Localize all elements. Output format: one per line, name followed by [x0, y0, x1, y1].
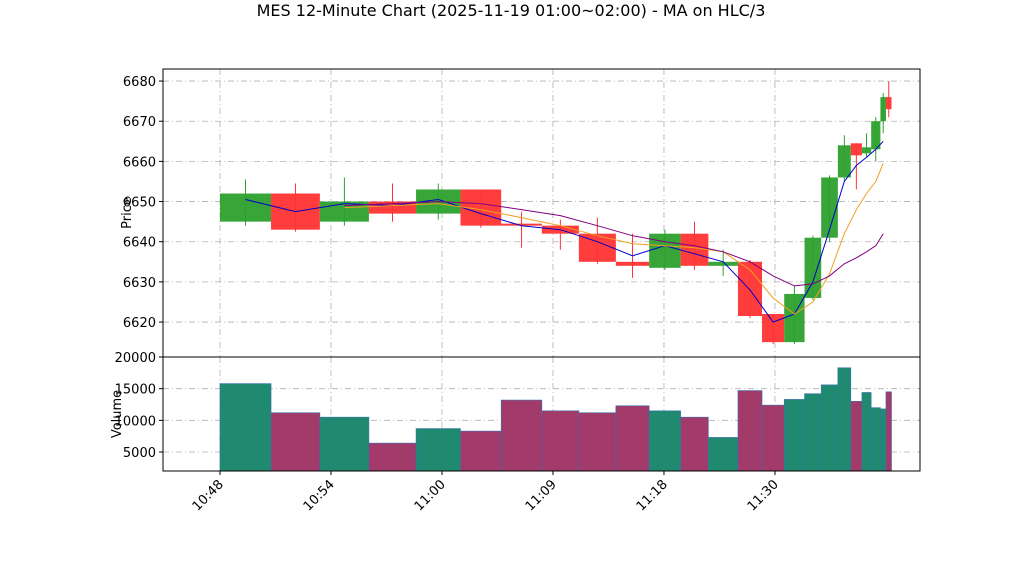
- volume-bar: [415, 428, 461, 472]
- volume-bar: [804, 393, 822, 472]
- candle-body: [762, 314, 785, 343]
- candle-body: [501, 223, 542, 226]
- candle-body: [708, 261, 738, 266]
- volume-bar: [541, 410, 580, 472]
- volume-bar: [680, 416, 709, 472]
- y-tick-label: 6640: [123, 236, 156, 251]
- chart-title: MES 12-Minute Chart (2025-11-19 01:00~02…: [257, 1, 766, 20]
- volume-bar: [783, 399, 805, 472]
- candle-body: [649, 233, 681, 268]
- y-tick-label: 6680: [123, 75, 156, 90]
- volume-bar: [737, 390, 763, 472]
- candle-body: [837, 145, 851, 178]
- candle-body: [861, 147, 872, 154]
- candle-body: [880, 97, 886, 122]
- volume-bar: [219, 383, 272, 472]
- y-tick-label: 6630: [123, 276, 156, 291]
- volume-bar: [761, 404, 785, 472]
- x-tick-label: 11:00: [412, 477, 449, 514]
- candle-body: [615, 261, 650, 266]
- volume-tick-label: 5000: [123, 446, 156, 461]
- y-axis-label: Price: [120, 197, 135, 229]
- volume-bar: [578, 412, 617, 472]
- volume-bar: [850, 401, 863, 472]
- volume-frame: [162, 356, 921, 472]
- volume-axis-label: Volume: [110, 390, 125, 438]
- candle-body: [850, 143, 862, 156]
- volume-bar: [500, 399, 543, 472]
- y-tick-label: 6620: [123, 316, 156, 331]
- x-tick-label: 11:18: [634, 477, 671, 514]
- volume-tick-label: 15000: [115, 383, 156, 398]
- candle-body: [885, 97, 892, 110]
- volume-bar: [870, 407, 881, 472]
- ma-line: [344, 201, 884, 287]
- x-tick-label: 11:09: [523, 477, 560, 514]
- volume-bar: [861, 392, 872, 472]
- candle-body: [804, 237, 822, 298]
- candle-body: [319, 201, 369, 222]
- volume-bar: [880, 408, 887, 472]
- candle-body: [871, 121, 881, 150]
- x-tick-label: 10:54: [301, 477, 338, 514]
- candle-body: [821, 177, 838, 238]
- volume-bar: [648, 410, 681, 472]
- volume-tick-label: 20000: [115, 351, 156, 366]
- volume-bar: [368, 442, 417, 472]
- volume-bar: [460, 430, 502, 472]
- volume-bar: [319, 416, 370, 472]
- candle-body: [219, 193, 272, 222]
- volume-tick-label: 10000: [115, 414, 156, 429]
- volume-bar: [270, 412, 321, 472]
- y-tick-label: 6670: [123, 115, 156, 130]
- volume-bar: [820, 384, 839, 472]
- volume-bar: [885, 391, 892, 472]
- candle-body: [680, 233, 709, 266]
- volume-bar: [708, 437, 739, 472]
- y-tick-label: 6660: [123, 155, 156, 170]
- candle-body: [737, 261, 763, 317]
- x-tick-label: 10:48: [190, 477, 227, 514]
- y-tick-label: 6650: [123, 196, 156, 211]
- volume-bar: [615, 405, 650, 472]
- x-tick-label: 11:30: [745, 477, 782, 514]
- ma-line: [245, 140, 884, 323]
- volume-bar: [837, 367, 852, 472]
